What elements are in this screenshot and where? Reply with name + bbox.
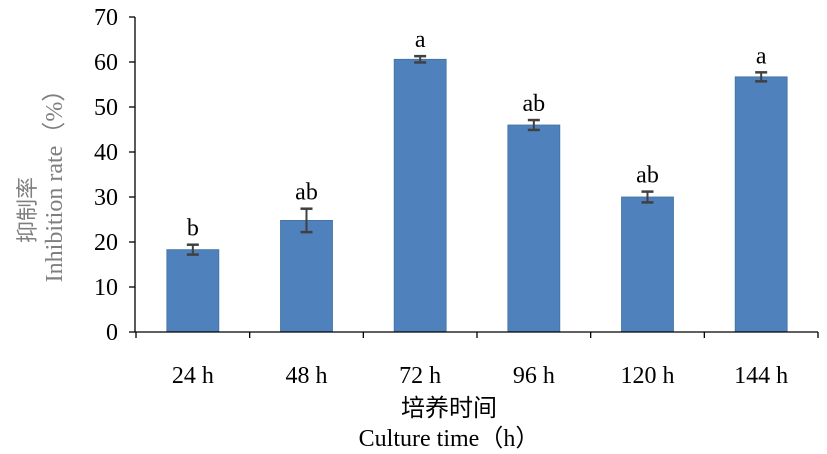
x-tick-label: 72 h <box>399 363 441 389</box>
y-tick-label: 30 <box>94 185 118 211</box>
bar <box>280 219 333 333</box>
significance-label: ab <box>523 91 546 117</box>
bars: b ab a ab ab a <box>166 27 788 333</box>
y-tick-label: 40 <box>94 140 118 166</box>
y-tick-label: 70 <box>94 5 118 31</box>
y-tick-label: 0 <box>106 320 118 346</box>
significance-label: a <box>756 43 767 69</box>
significance-label: b <box>187 216 199 242</box>
x-tick-label: 96 h <box>513 363 555 389</box>
y-axis: 0 10 20 30 40 50 60 70 <box>94 5 136 346</box>
x-axis-title-en: Culture time（h） <box>359 426 540 452</box>
y-tick-label: 50 <box>94 95 118 121</box>
significance-label: ab <box>295 180 318 206</box>
bar <box>166 249 220 333</box>
y-tick-label: 10 <box>94 275 118 301</box>
bar <box>734 76 788 333</box>
x-axis: 24 h 48 h 72 h 96 h 120 h 144 h <box>135 331 819 389</box>
bar <box>393 58 447 333</box>
x-tick-label: 144 h <box>734 363 788 389</box>
x-tick-label: 120 h <box>621 363 675 389</box>
x-tick-label: 24 h <box>172 363 214 389</box>
significance-label: ab <box>636 163 659 189</box>
significance-label: a <box>415 27 426 53</box>
bar <box>621 196 674 333</box>
y-tick-label: 20 <box>94 230 118 256</box>
y-tick-label: 60 <box>94 50 118 76</box>
y-axis-title-en: Inhibition rate（%） <box>42 78 68 283</box>
x-tick-label: 48 h <box>286 363 328 389</box>
bar <box>507 124 561 333</box>
x-axis-title-cn: 培养时间 <box>401 395 497 422</box>
y-axis-title-cn: 抑制率 <box>15 177 40 243</box>
